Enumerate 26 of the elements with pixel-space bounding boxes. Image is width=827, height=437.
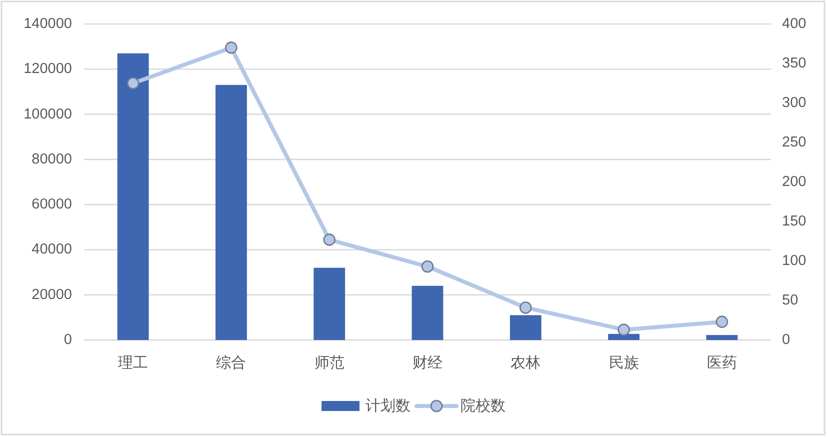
y2-tick-label: 400 [782,16,806,32]
y2-tick-label: 250 [782,134,806,150]
y2-tick-label: 300 [782,95,806,111]
y2-tick-label: 100 [782,253,806,269]
x-tick-label: 医药 [706,354,737,372]
y-tick-label: 100000 [24,106,72,122]
x-tick-label: 民族 [608,354,639,372]
legend-label: 院校数 [460,398,506,414]
y-tick-label: 140000 [24,16,72,32]
y-tick-label: 0 [64,332,72,348]
x-tick-label: 财经 [412,354,442,372]
y2-tick-label: 350 [782,56,806,72]
y-tick-label: 40000 [32,242,72,258]
y-tick-label: 120000 [24,61,72,78]
y2-tick-label: 50 [782,292,798,308]
legend-label: 计划数 [366,398,410,414]
y2-tick-label: 0 [782,332,790,348]
x-tick-label: 农林 [510,354,541,372]
x-tick-label: 师范 [314,354,344,372]
y2-tick-label: 150 [782,214,806,230]
y-tick-label: 80000 [32,151,72,168]
x-tick-label: 理工 [118,354,148,372]
y2-tick-label: 200 [782,174,806,190]
x-tick-label: 综合 [216,354,246,372]
y-tick-label: 20000 [32,286,72,303]
y-tick-label: 60000 [32,196,72,213]
